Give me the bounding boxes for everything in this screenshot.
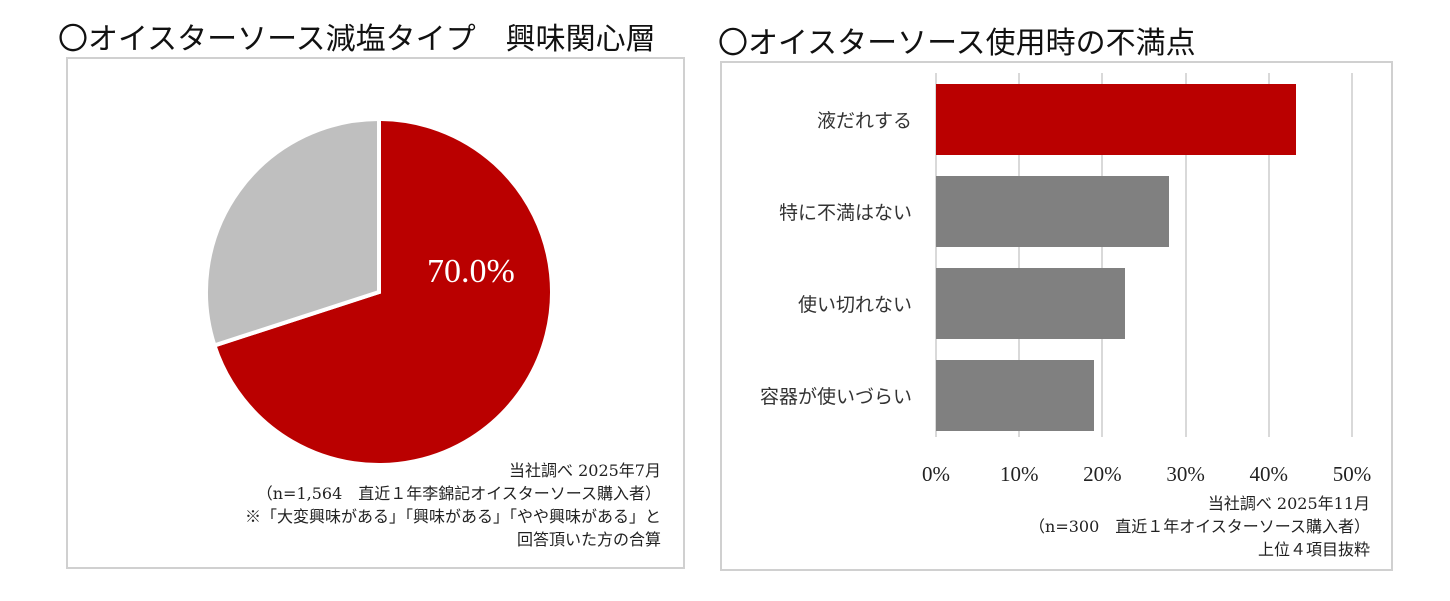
gridline-40 [1267, 73, 1270, 437]
gridline-0 [935, 73, 937, 437]
bar-4 [936, 360, 1095, 431]
x-axis-tick-label: 20% [1083, 462, 1122, 486]
pie-slice-interested [211, 116, 554, 467]
pie-chart-title: 〇オイスターソース減塩タイプ 興味関心層 [58, 22, 656, 57]
category-label: 特に不満はない [778, 202, 912, 224]
bar-chart-title: 〇オイスターソース使用時の不満点 [718, 26, 1196, 61]
x-axis-tick-label: 40% [1249, 462, 1289, 486]
gridline-50 [1351, 73, 1353, 437]
source-line: 当社調べ 2025年11月 [1207, 494, 1370, 513]
pie-data-label: 70.0% [427, 253, 515, 290]
source-line: 当社調べ 2025年7月 [509, 461, 661, 480]
gridline-10 [1018, 73, 1021, 437]
category-label: 使い切れない [797, 294, 912, 316]
sample-line: （n=1,564 直近１年李錦記オイスターソース購入者） [256, 484, 661, 503]
category-label: 液だれする [816, 110, 912, 132]
gridline-20 [1101, 73, 1104, 437]
footnote-line-2: 回答頂いた方の合算 [516, 530, 661, 549]
pie-chart-source-note: 当社調べ 2025年7月 （n=1,564 直近１年李錦記オイスターソース購入者… [245, 459, 661, 551]
pie-slice-other [204, 116, 381, 348]
bar-1 [936, 84, 1297, 155]
x-axis-tick-label: 10% [999, 462, 1039, 486]
sample-line: （n=300 直近１年オイスターソース購入者） [1029, 517, 1370, 536]
footnote-line: ※「大変興味がある」「興味がある」「やや興味がある」と [244, 507, 661, 526]
x-axis-tick-label: 50% [1332, 462, 1372, 486]
gridline-30 [1184, 73, 1187, 437]
bar-2 [936, 176, 1169, 247]
category-label: 容器が使いづらい [759, 386, 912, 408]
x-axis-tick-label: 30% [1166, 462, 1205, 486]
x-axis-tick-label: 0% [922, 462, 950, 486]
bar-chart-source-note: 当社調べ 2025年11月 （n=300 直近１年オイスターソース購入者） 上位… [1029, 492, 1370, 561]
bar-3 [936, 268, 1125, 339]
extract-note: 上位４項目抜粋 [1257, 540, 1370, 559]
